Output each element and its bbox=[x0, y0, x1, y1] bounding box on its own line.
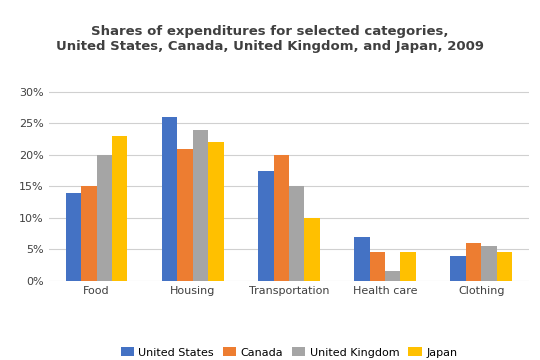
Bar bbox=[208, 142, 224, 281]
Bar bbox=[466, 243, 481, 281]
Legend: United States, Canada, United Kingdom, Japan: United States, Canada, United Kingdom, J… bbox=[116, 343, 462, 360]
Text: Shares of expenditures for selected categories,
United States, Canada, United Ki: Shares of expenditures for selected cate… bbox=[56, 25, 484, 53]
Bar bbox=[304, 218, 320, 281]
Bar bbox=[274, 155, 289, 281]
Bar bbox=[162, 117, 178, 281]
Bar bbox=[450, 256, 466, 281]
Bar bbox=[385, 271, 400, 281]
Bar bbox=[258, 171, 274, 281]
Bar bbox=[481, 246, 496, 281]
Bar bbox=[112, 136, 127, 281]
Bar bbox=[400, 252, 416, 281]
Bar bbox=[370, 252, 385, 281]
Bar bbox=[354, 237, 370, 281]
Bar bbox=[66, 193, 82, 281]
Bar bbox=[193, 130, 208, 281]
Bar bbox=[496, 252, 512, 281]
Bar bbox=[97, 155, 112, 281]
Bar bbox=[289, 186, 304, 281]
Bar bbox=[178, 148, 193, 281]
Bar bbox=[82, 186, 97, 281]
